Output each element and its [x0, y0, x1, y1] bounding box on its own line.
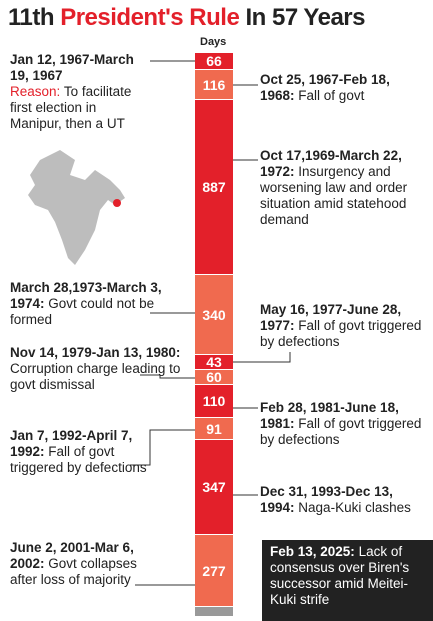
- entry-dates: May 16, 1977-June 28, 1977:: [260, 302, 402, 333]
- entry-text: Dec 31, 1993-Dec 13, 1994: Naga-Kuki cla…: [260, 484, 425, 516]
- entry-desc: Fall of govt: [298, 88, 365, 103]
- entry-dates: June 2, 2001-Mar 6, 2002:: [10, 540, 134, 571]
- bar-segment: [195, 607, 233, 617]
- entry-desc: Lack of consensus over Biren's successor…: [270, 544, 410, 607]
- entry-desc: To facilitate first election in Manipur,…: [10, 84, 132, 131]
- bar-segment: 110: [195, 385, 233, 418]
- entry-text: March 28,1973-March 3, 1974: Govt could …: [10, 280, 185, 328]
- entry-dates: Jan 7, 1992-April 7, 1992:: [10, 428, 133, 459]
- bar-segment: 347: [195, 440, 233, 535]
- entry-text: Oct 25, 1967-Feb 18, 1968: Fall of govt: [260, 72, 420, 104]
- entry-text: Oct 17,1969-March 22, 1972: Insurgency a…: [260, 148, 425, 228]
- entry-dates: Dec 31, 1993-Dec 13, 1994:: [260, 484, 393, 515]
- entry-desc: Naga-Kuki clashes: [298, 500, 411, 515]
- title: 11th President's Rule In 57 Years: [8, 4, 365, 32]
- bar-label: Days: [200, 36, 227, 48]
- entry-desc: Govt could not be formed: [10, 296, 155, 327]
- entry-text: May 16, 1977-June 28, 1977: Fall of govt…: [260, 302, 425, 350]
- entry-dates: Feb 13, 2025:: [270, 544, 355, 559]
- entry-dates: Nov 14, 1979-Jan 13, 1980:: [10, 345, 181, 360]
- entry-desc: Fall of govt triggered by defections: [260, 416, 422, 447]
- india-map: [28, 150, 125, 265]
- entry-text: June 2, 2001-Mar 6, 2002: Govt collapses…: [10, 540, 140, 588]
- entry-desc: Insurgency and worsening law and order s…: [260, 164, 408, 227]
- entry-text: Feb 13, 2025: Lack of consensus over Bir…: [262, 540, 433, 621]
- bar-segment: 43: [195, 354, 233, 370]
- title-rest: In 57 Years: [245, 4, 365, 31]
- bar-segment: 277: [195, 535, 233, 607]
- entry-desc: Fall of govt triggered by defections: [10, 444, 147, 475]
- bar-segment: 340: [195, 275, 233, 355]
- entry-dates: Feb 28, 1981-June 18, 1981:: [260, 400, 399, 431]
- entry-dates: Jan 12, 1967-March 19, 1967: [10, 52, 134, 83]
- entry-desc: Govt collapses after loss of majority: [10, 556, 137, 587]
- title-highlight: President's Rule: [60, 4, 240, 31]
- entry-desc: Corruption charge leading to govt dismis…: [10, 361, 181, 392]
- bar-segment: 60: [195, 369, 233, 385]
- entry-text: Feb 28, 1981-June 18, 1981: Fall of govt…: [260, 400, 425, 448]
- entry-dates: Oct 17,1969-March 22, 1972:: [260, 148, 402, 179]
- title-number: 11th: [8, 4, 55, 31]
- entry-dates: Oct 25, 1967-Feb 18, 1968:: [260, 72, 390, 103]
- bar-segment: 91: [195, 418, 233, 440]
- entry-text: Nov 14, 1979-Jan 13, 1980: Corruption ch…: [10, 345, 185, 393]
- entry-desc: Fall of govt triggered by defections: [260, 318, 422, 349]
- entry-dates: March 28,1973-March 3, 1974:: [10, 280, 162, 311]
- manipur-marker: [113, 199, 121, 207]
- bar-segment: 887: [195, 100, 233, 275]
- reason-label: Reason:: [10, 84, 61, 99]
- entry-text: Jan 7, 1992-April 7, 1992: Fall of govt …: [10, 428, 150, 476]
- bar-segment: 116: [195, 70, 233, 100]
- entry-text: Jan 12, 1967-March 19, 1967 Reason: To f…: [10, 52, 150, 132]
- bar-segment: 66: [195, 53, 233, 70]
